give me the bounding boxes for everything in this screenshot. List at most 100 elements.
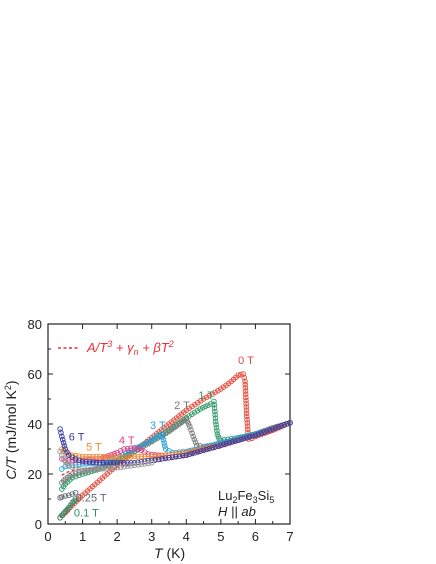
- series-5-point-28: [146, 438, 152, 445]
- series-7-point-15: [107, 454, 113, 461]
- series-8-point-52: [212, 444, 218, 450]
- series-8-point-58: [229, 439, 236, 445]
- series-6-point-22: [131, 445, 138, 451]
- series-label-4: 2 T: [174, 400, 190, 412]
- series-7-point-19: [121, 454, 127, 461]
- series-9-point-2: [60, 455, 67, 462]
- series-line-0: [59, 373, 291, 519]
- series-0-point-73: [240, 371, 247, 377]
- series-8-point-21: [110, 460, 117, 466]
- series-9-point-25: [135, 462, 141, 468]
- series-8-point-34: [155, 456, 162, 463]
- series-5-point-37: [162, 443, 168, 449]
- series-8-point-47: [197, 448, 204, 454]
- series-8: [57, 420, 293, 466]
- x-tick-label-6: 6: [252, 529, 259, 544]
- series-8-point-44: [189, 450, 195, 457]
- series-3-point-63: [213, 425, 220, 431]
- series-5-point-36: [161, 440, 167, 446]
- series-8-point-70: [264, 428, 270, 434]
- legend-fit-label: A/T3 + γn + βT2: [86, 339, 174, 357]
- series-8-point-1: [58, 430, 64, 436]
- series-9-point-28: [145, 460, 152, 467]
- series-9-point-9: [79, 467, 86, 474]
- series-8-point-26: [128, 460, 134, 466]
- series-8-point-36: [162, 455, 169, 462]
- x-tick-label-4: 4: [183, 529, 190, 544]
- series-2-point-4: [69, 491, 75, 497]
- series-3-point-47: [189, 411, 195, 418]
- series-9-point-16: [104, 465, 110, 472]
- series-7-point-22: [131, 453, 138, 460]
- series-0-point-84: [243, 407, 250, 413]
- series-8-point-3: [59, 436, 66, 443]
- series-5-point-33: [159, 431, 165, 437]
- series-8-point-54: [218, 442, 224, 449]
- series-4-point-53: [192, 439, 199, 446]
- series-2-point-3: [65, 492, 72, 499]
- series-7-point-18: [117, 454, 124, 461]
- series-4-point-5: [69, 471, 75, 477]
- series-0-point-80: [243, 394, 249, 401]
- series-3-point-62: [213, 421, 219, 428]
- series-8-point-48: [200, 447, 207, 454]
- series-8-point-13: [83, 459, 89, 465]
- series-7-point-28: [152, 453, 158, 460]
- series-9-point-13: [93, 466, 100, 473]
- series-3-point-66: [215, 433, 222, 440]
- series-6-point-21: [128, 445, 134, 451]
- series-8-point-25: [124, 460, 131, 466]
- series-3-point-6: [72, 473, 79, 480]
- series-7-point-13: [100, 454, 107, 460]
- series-8-point-73: [272, 425, 279, 431]
- series-1: [57, 496, 79, 521]
- series-8-point-64: [246, 434, 253, 440]
- series-8-point-53: [215, 443, 221, 449]
- series-7-point-23: [135, 453, 141, 460]
- series-0-point-74: [241, 375, 247, 381]
- compound-annotation: Lu2Fe3Si5: [218, 488, 274, 505]
- series-8-point-67: [255, 431, 262, 437]
- series-5-point-59: [226, 438, 233, 444]
- series-7-point-12: [97, 453, 103, 460]
- series-8-point-51: [209, 445, 215, 451]
- series-3-point-50: [197, 406, 203, 412]
- y-tick-label-4: 80: [28, 317, 42, 332]
- series-3-point-56: [211, 402, 217, 408]
- series-label-2: 0.25 T: [76, 493, 107, 505]
- series-8-point-69: [261, 429, 267, 435]
- series-label-1: 0.1 T: [74, 508, 99, 520]
- y-tick-label-0: 0: [35, 517, 42, 532]
- series-9-point-15: [100, 466, 107, 472]
- series-7-point-40: [192, 448, 198, 454]
- series-3-point-60: [212, 415, 219, 421]
- series-7-point-16: [110, 454, 117, 461]
- series-0-point-88: [244, 420, 251, 426]
- series-5-point-0: [59, 466, 65, 472]
- series-0-point-58: [200, 396, 207, 402]
- series-8-point-14: [86, 459, 93, 465]
- series-7-point-8: [83, 453, 89, 460]
- series-0-point-85: [243, 410, 250, 417]
- series-4-point-46: [184, 418, 191, 425]
- series-4-point-45: [183, 416, 190, 422]
- series-8-point-24: [121, 460, 127, 466]
- series-8-point-77: [284, 421, 290, 427]
- series-8-point-72: [269, 426, 276, 432]
- series-4-point-48: [186, 423, 193, 430]
- series-9-point-24: [131, 462, 138, 469]
- axis-ticks: 0 1 2 3 4 5 6 7 0 20 40 60 80: [28, 317, 294, 544]
- series-labels: 0 T 0.1 T 0.25 T 1 T 2 T 3 T 4 T 5 T6 T: [69, 355, 254, 520]
- series-8-point-39: [173, 454, 179, 460]
- series-8-point-76: [281, 422, 287, 428]
- series-3-point-48: [191, 409, 198, 416]
- series-4-point-49: [188, 427, 194, 433]
- series-7-point-10: [90, 453, 96, 460]
- series-9-point-14: [97, 466, 103, 472]
- series-8-point-37: [166, 455, 172, 461]
- series-0-point-83: [243, 404, 250, 410]
- x-tick-label-5: 5: [217, 529, 224, 544]
- series-8-point-60: [235, 437, 241, 444]
- series-5-point-26: [140, 441, 146, 448]
- series-3-point-61: [212, 418, 219, 425]
